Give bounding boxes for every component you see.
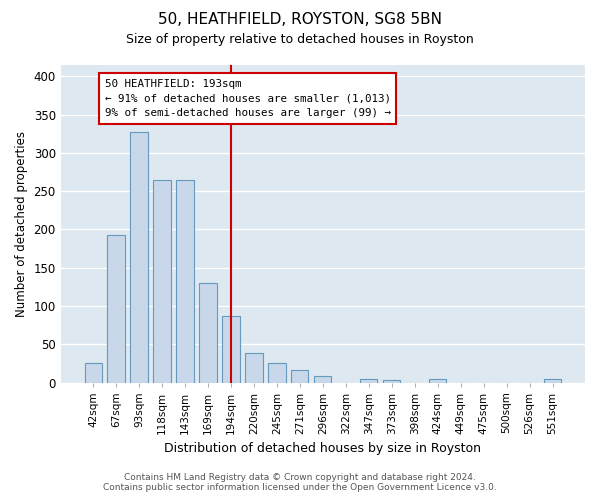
Bar bbox=[245, 354, 263, 382]
Bar bbox=[130, 132, 148, 382]
Bar bbox=[429, 380, 446, 382]
Bar bbox=[360, 378, 377, 382]
Bar bbox=[85, 364, 102, 382]
Bar bbox=[291, 370, 308, 382]
Bar bbox=[314, 376, 331, 382]
Bar bbox=[107, 235, 125, 382]
Text: Size of property relative to detached houses in Royston: Size of property relative to detached ho… bbox=[126, 32, 474, 46]
Y-axis label: Number of detached properties: Number of detached properties bbox=[15, 131, 28, 317]
Bar bbox=[176, 180, 194, 382]
Bar bbox=[199, 283, 217, 382]
Text: 50 HEATHFIELD: 193sqm
← 91% of detached houses are smaller (1,013)
9% of semi-de: 50 HEATHFIELD: 193sqm ← 91% of detached … bbox=[104, 79, 391, 118]
Bar bbox=[544, 380, 561, 382]
Bar bbox=[223, 316, 239, 382]
Bar bbox=[383, 380, 400, 382]
X-axis label: Distribution of detached houses by size in Royston: Distribution of detached houses by size … bbox=[164, 442, 481, 455]
Bar bbox=[154, 180, 170, 382]
Text: 50, HEATHFIELD, ROYSTON, SG8 5BN: 50, HEATHFIELD, ROYSTON, SG8 5BN bbox=[158, 12, 442, 28]
Text: Contains HM Land Registry data © Crown copyright and database right 2024.
Contai: Contains HM Land Registry data © Crown c… bbox=[103, 473, 497, 492]
Bar bbox=[268, 362, 286, 382]
